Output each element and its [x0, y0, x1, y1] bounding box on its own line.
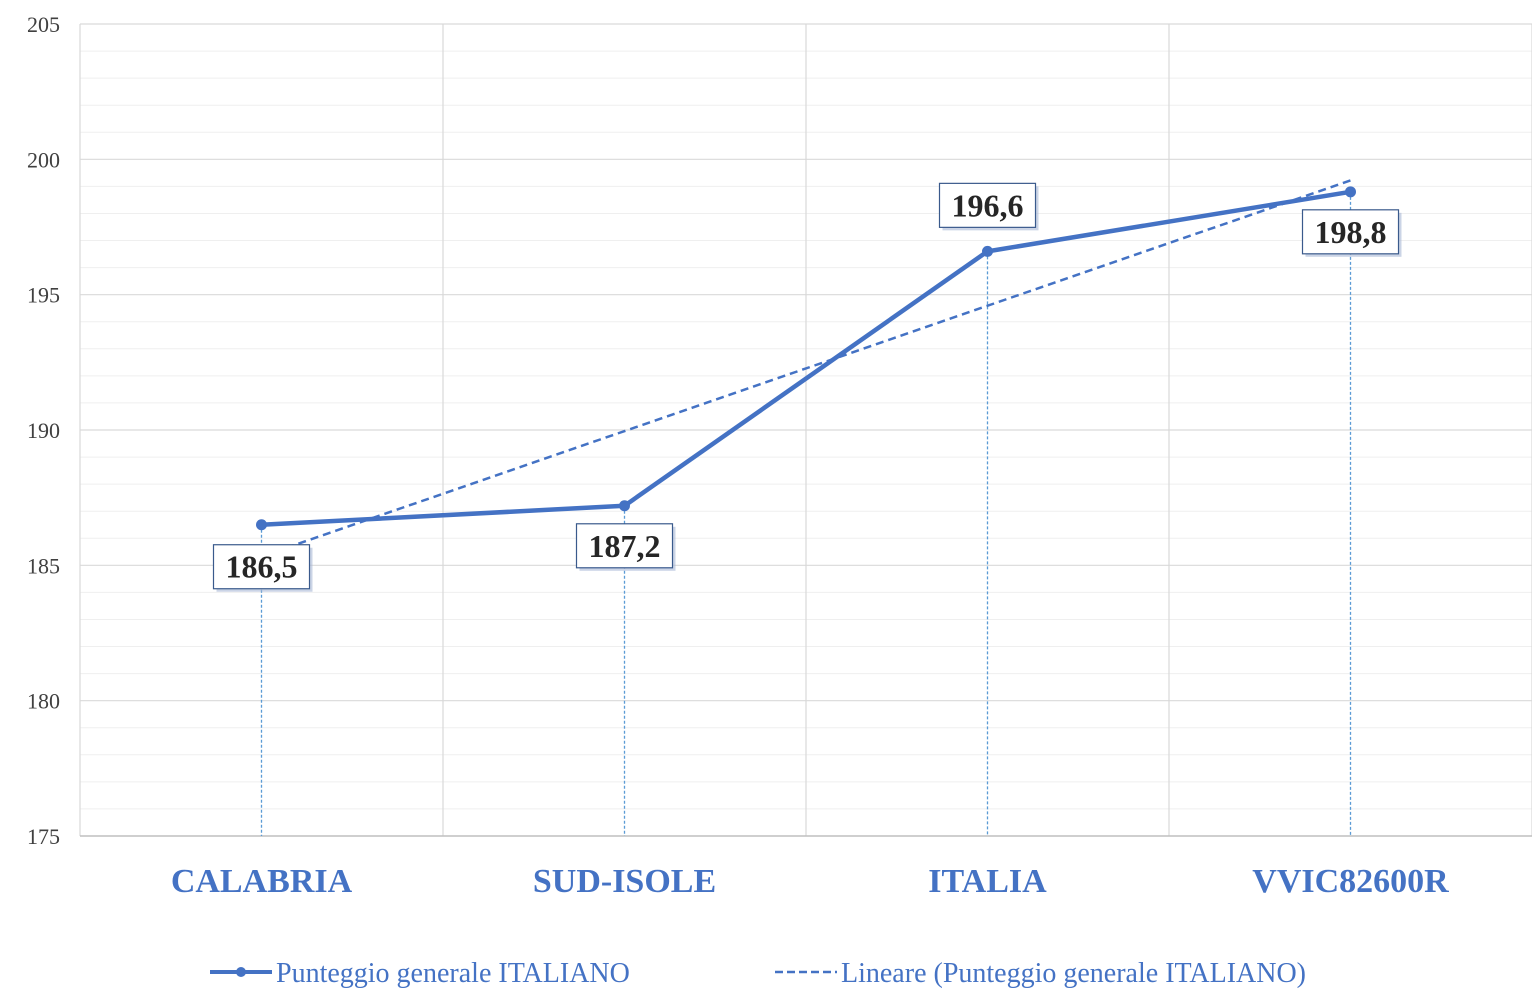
y-tick-label: 195: [27, 283, 60, 308]
data-label: 196,6: [940, 183, 1039, 230]
legend-series-marker: [236, 967, 246, 977]
legend-item-series[interactable]: Punteggio generale ITALIANO: [210, 958, 630, 989]
legend-trend-label: Lineare (Punteggio generale ITALIANO): [841, 958, 1306, 989]
data-label-text: 186,5: [226, 549, 298, 585]
data-label-text: 187,2: [589, 528, 661, 564]
y-tick-label: 185: [27, 553, 60, 578]
y-axis: 175 180 185 190 195 200 205: [27, 12, 60, 849]
x-tick-label: VVIC82600R: [1252, 863, 1449, 900]
data-point: [619, 500, 630, 511]
y-tick-label: 200: [27, 147, 60, 172]
data-label: 198,8: [1303, 210, 1402, 257]
x-tick-label: SUD-ISOLE: [533, 863, 716, 900]
y-tick-label: 175: [27, 824, 60, 849]
data-label: 187,2: [577, 524, 676, 571]
legend: Punteggio generale ITALIANO Lineare (Pun…: [210, 958, 1306, 989]
data-labels: 186,5 187,2 196,6 198,8: [214, 183, 1402, 591]
x-axis: CALABRIA SUD-ISOLE ITALIA VVIC82600R: [171, 863, 1449, 900]
x-tick-label: ITALIA: [928, 863, 1047, 900]
data-point: [1345, 186, 1356, 197]
y-tick-label: 180: [27, 689, 60, 714]
y-tick-label: 205: [27, 12, 60, 37]
grid: [80, 24, 1532, 836]
legend-series-label: Punteggio generale ITALIANO: [276, 958, 630, 989]
data-label-text: 198,8: [1315, 214, 1387, 250]
y-tick-label: 190: [27, 418, 60, 443]
data-label: 186,5: [214, 545, 313, 592]
legend-item-trendline[interactable]: Lineare (Punteggio generale ITALIANO): [775, 958, 1306, 989]
data-point: [982, 246, 993, 257]
data-label-text: 196,6: [952, 187, 1024, 223]
x-tick-label: CALABRIA: [171, 863, 353, 900]
data-point: [256, 519, 267, 530]
